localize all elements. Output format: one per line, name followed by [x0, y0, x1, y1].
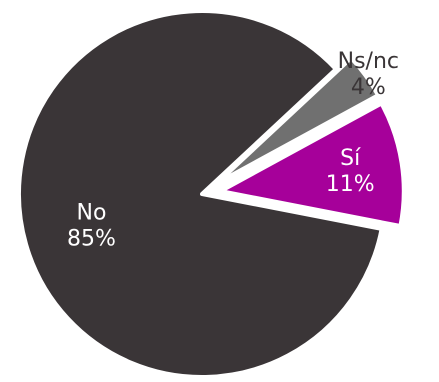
pie-labels: Sí 11% Ns/nc 4% No 85% [67, 49, 399, 252]
slice-name: Ns/nc [338, 49, 399, 74]
slice-name: Sí [340, 146, 361, 171]
pie-slice-2 [215, 56, 381, 185]
slice-label-2: Ns/nc 4% [338, 49, 399, 100]
slice-percent: 85% [67, 227, 116, 252]
slice-label-3: No 85% [67, 201, 116, 252]
pie-slice-1 [218, 101, 406, 229]
pie-slices [17, 9, 406, 379]
slice-label-1: Sí 11% [326, 146, 375, 197]
slice-name: No [77, 201, 107, 226]
slice-percent: 11% [326, 172, 375, 197]
slice-percent: 4% [351, 75, 386, 100]
pie-slice-3 [17, 9, 384, 379]
